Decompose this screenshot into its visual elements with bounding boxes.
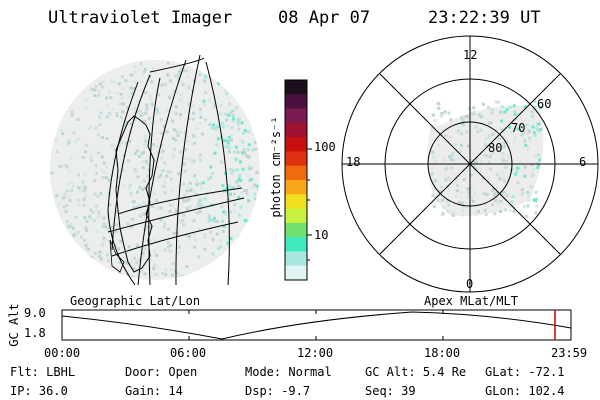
info-door: Door: Open (125, 365, 198, 379)
colorbar-tick-10: 10 (314, 228, 329, 242)
coastline (115, 115, 155, 273)
mlt-label-0: 0 (466, 277, 474, 291)
colorbar-swatch (285, 237, 307, 252)
colorbar-swatch (285, 194, 307, 210)
colorbar-swatch (285, 108, 307, 124)
mlat-label-70: 70 (511, 121, 526, 135)
info-seq: Seq: 39 (365, 384, 416, 398)
altitude-tick-max: 9.0 (24, 306, 46, 320)
polar-panel-label: Apex MLat/MLT (424, 294, 518, 308)
colorbar-swatch (285, 265, 307, 281)
info-mode: Mode: Normal (245, 365, 332, 379)
time-tick-1800: 18:00 (424, 346, 461, 360)
time-tick-0600: 06:00 (170, 346, 207, 360)
colorbar-swatch (285, 165, 307, 181)
colorbar-swatch (285, 222, 307, 238)
mlat-label-60: 60 (537, 97, 552, 111)
info-gc-alt: GC Alt: 5.4 Re (365, 365, 467, 379)
colorbar-swatch (285, 80, 307, 95)
info-ip: IP: 36.0 (10, 384, 68, 398)
colorbar-swatch (285, 251, 307, 267)
colorbar-swatch (285, 180, 307, 195)
colorbar-label: photon cm⁻²s⁻¹ (269, 116, 283, 218)
info-glat: GLat: -72.1 (485, 365, 565, 379)
info-flt: Flt: LBHL (10, 365, 76, 379)
instrument-title: Ultraviolet Imager (48, 8, 233, 28)
mlat-label-80: 80 (488, 141, 503, 155)
mlt-label-6: 6 (579, 155, 587, 169)
altitude-axis-label: GC Alt (7, 303, 21, 347)
mlt-label-12: 12 (463, 48, 478, 62)
polar-plot (341, 35, 599, 293)
time-tick-0000: 00:00 (44, 346, 81, 360)
colorbar-tick-100: 100 (314, 140, 336, 154)
geographic-panel-label: Geographic Lat/Lon (70, 294, 201, 308)
observation-date: 08 Apr 07 (278, 8, 371, 28)
mlt-label-18: 18 (346, 155, 361, 169)
observation-time: 23:22:39 UT (428, 8, 541, 28)
colorbar-swatch (285, 151, 307, 167)
colorbar-swatch (285, 94, 307, 110)
colorbar-swatch (285, 137, 307, 152)
colorbar-swatch (285, 122, 307, 138)
info-glon: GLon: 102.4 (485, 384, 565, 398)
colorbar (284, 79, 312, 281)
info-dsp: Dsp: -9.7 (245, 384, 311, 398)
colorbar-swatch (285, 208, 307, 224)
time-tick-1200: 12:00 (297, 346, 334, 360)
info-gain: Gain: 14 (125, 384, 183, 398)
altitude-curve (61, 311, 572, 340)
altitude-timeline (61, 309, 572, 341)
altitude-tick-min: 1.8 (24, 326, 46, 340)
time-tick-2359: 23:59 (551, 346, 588, 360)
geographic-image (50, 54, 260, 286)
